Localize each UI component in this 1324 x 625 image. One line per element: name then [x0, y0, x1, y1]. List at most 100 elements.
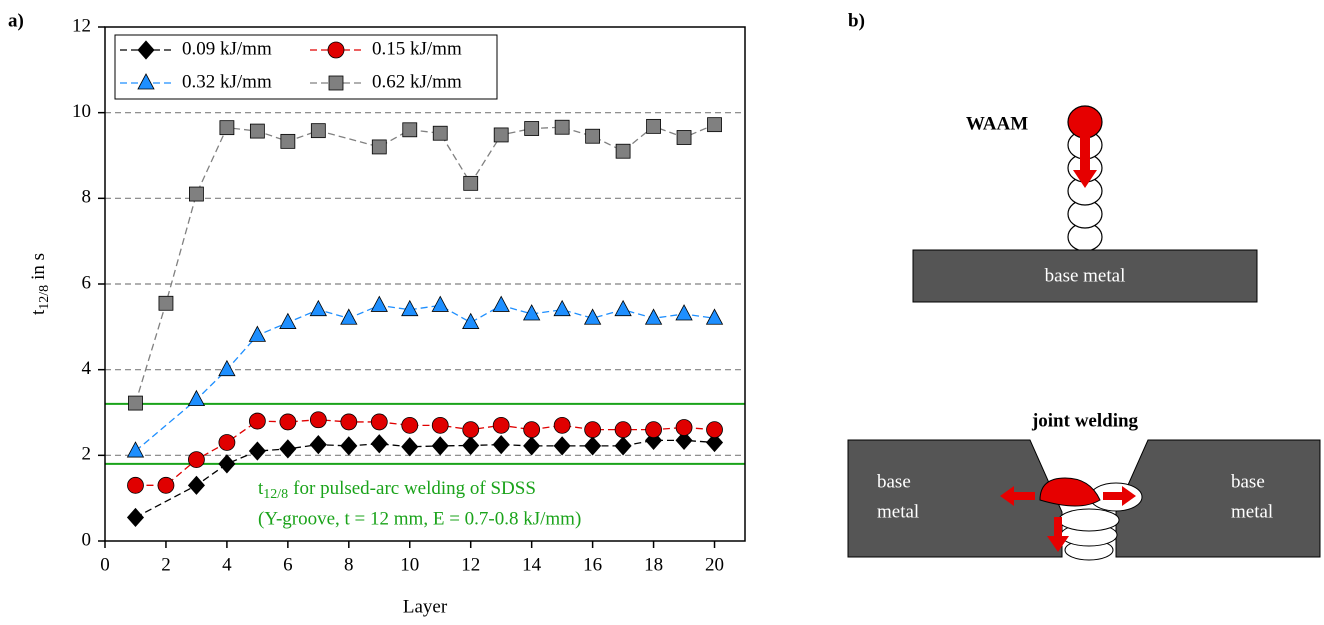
x-tick-label: 10: [400, 554, 419, 575]
marker: [554, 119, 570, 135]
marker: [157, 476, 175, 494]
x-tick-label: 0: [100, 554, 110, 575]
marker: [492, 416, 510, 434]
base-plate: [912, 249, 1258, 303]
marker: [431, 295, 449, 312]
marker: [219, 120, 235, 136]
marker: [646, 118, 661, 134]
y-axis-label: t12/8 in s: [28, 253, 52, 315]
marker: [137, 40, 155, 60]
marker: [705, 308, 724, 325]
series-line: [134, 124, 715, 404]
marker: [493, 127, 509, 143]
x-tick-label: 6: [283, 554, 293, 575]
marker: [127, 476, 144, 494]
marker: [371, 139, 387, 155]
marker: [187, 389, 206, 407]
marker: [583, 308, 602, 325]
marker: [675, 419, 693, 436]
marker: [644, 308, 663, 325]
marker: [523, 304, 541, 321]
marker: [158, 295, 174, 311]
marker: [279, 312, 297, 329]
marker: [126, 507, 145, 528]
x-tick-label: 18: [644, 554, 663, 575]
marker: [370, 295, 388, 312]
annotation-subscript: 12/8: [263, 487, 288, 502]
annotation-symbol: t: [258, 478, 264, 499]
marker: [676, 130, 692, 145]
marker: [492, 295, 510, 312]
legend: 0.09 kJ/mm 0.15 kJ/mm 0.32 kJ/mm 0.62 kJ/mm: [114, 34, 498, 100]
marker: [584, 421, 602, 439]
x-tick-label: 8: [344, 554, 354, 575]
marker: [705, 432, 724, 453]
plate-label: base: [877, 471, 911, 492]
marker: [309, 435, 327, 455]
marker: [248, 441, 266, 461]
marker: [401, 437, 419, 457]
joint-beads: [1039, 477, 1143, 561]
marker: [585, 128, 601, 144]
marker: [370, 434, 388, 454]
marker: [309, 299, 327, 317]
marker: [128, 395, 143, 411]
plate-label: metal: [877, 501, 919, 522]
marker: [340, 413, 358, 431]
marker: [614, 436, 632, 456]
marker: [706, 421, 723, 439]
marker: [492, 435, 510, 455]
marker: [310, 123, 326, 139]
annotation: (Y-groove, t = 12 mm, E = 0.7-0.8 kJ/mm): [258, 508, 581, 529]
marker: [248, 412, 266, 430]
marker: [280, 133, 296, 149]
marker: [615, 143, 631, 159]
arrow: [1103, 486, 1136, 506]
marker: [523, 421, 541, 439]
legend-label: 0.62 kJ/mm: [372, 71, 462, 92]
marker: [645, 421, 662, 439]
marker: [675, 430, 693, 450]
marker: [432, 125, 448, 141]
annotation: t12/8 for pulsed-arc welding of SDSS: [258, 478, 536, 502]
y-tick-label: 2: [82, 444, 92, 465]
marker: [401, 416, 419, 434]
y-tick-label: 12: [72, 15, 91, 36]
marker: [218, 434, 236, 451]
legend-label: 0.15 kJ/mm: [372, 38, 462, 59]
y-label-symbol: t: [28, 309, 49, 315]
marker: [187, 475, 205, 495]
legend-label: 0.32 kJ/mm: [182, 71, 272, 92]
marker: [126, 441, 145, 458]
right-plate: [1115, 439, 1321, 558]
marker: [188, 451, 205, 469]
marker: [553, 416, 571, 434]
marker: [249, 123, 265, 139]
marker: [431, 416, 449, 434]
marker: [462, 312, 480, 329]
marker: [553, 436, 571, 456]
marker: [523, 436, 541, 456]
marker: [462, 435, 480, 456]
panel-label: a): [8, 10, 24, 31]
plate-label: metal: [1231, 501, 1273, 522]
marker: [584, 436, 602, 456]
x-tick-label: 20: [705, 554, 724, 575]
marker: [462, 421, 480, 439]
y-tick-label: 10: [72, 101, 91, 122]
arrow: [1000, 486, 1035, 506]
y-tick-label: 4: [82, 358, 92, 379]
marker: [401, 299, 419, 317]
marker: [218, 454, 236, 474]
y-tick-label: 0: [82, 529, 92, 550]
legend-box: [114, 34, 498, 100]
marker: [279, 439, 297, 459]
marker: [328, 75, 344, 91]
joint-label: joint welding: [1031, 410, 1139, 431]
legend-label: 0.09 kJ/mm: [182, 38, 272, 59]
y-label-subscript: 12/8: [37, 285, 52, 310]
x-tick-label: 14: [522, 554, 542, 575]
marker: [370, 413, 388, 431]
marker: [431, 436, 449, 456]
